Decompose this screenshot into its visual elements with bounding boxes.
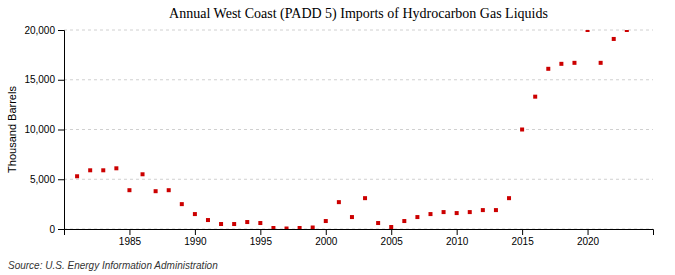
- point: [468, 210, 472, 214]
- tick-label: 0: [49, 224, 55, 235]
- point: [154, 189, 158, 193]
- point: [167, 188, 171, 192]
- x-tick: 1990: [184, 229, 207, 247]
- x-tick: 2020: [577, 229, 600, 247]
- tick-mark: [588, 229, 589, 235]
- point: [415, 215, 419, 219]
- tick-label: 2000: [315, 236, 338, 247]
- point: [402, 219, 406, 223]
- tick-mark: [58, 80, 64, 81]
- y-tick: 10,000: [24, 124, 64, 135]
- point: [193, 212, 197, 216]
- point: [389, 225, 393, 229]
- point: [88, 168, 92, 172]
- point: [625, 30, 629, 32]
- tick-label: 10,000: [24, 124, 55, 135]
- point: [533, 95, 537, 99]
- point: [599, 61, 603, 65]
- tick-label: 1990: [184, 236, 207, 247]
- title: Annual West Coast (PADD 5) Imports of Hy…: [169, 6, 548, 22]
- grid-line: [64, 79, 653, 80]
- tick-label: 1985: [119, 236, 142, 247]
- point: [428, 212, 432, 216]
- plot-area: 1985 1990 1995 2000 2005 2010 2015 2020 0 5,000 10…: [24, 25, 653, 247]
- point: [232, 222, 236, 226]
- point: [298, 226, 302, 229]
- point: [520, 128, 524, 132]
- point: [455, 211, 459, 215]
- tick-mark: [457, 229, 458, 235]
- tick-mark: [58, 30, 64, 31]
- y-axis: 0 5,000 10,000 15,000 20,000: [24, 25, 64, 235]
- tick-mark: [391, 229, 392, 235]
- point: [114, 166, 118, 170]
- point: [311, 226, 315, 229]
- grid: [64, 30, 653, 229]
- grid-line: [64, 30, 653, 31]
- tick-mark: [58, 229, 64, 230]
- y-tick: 0: [49, 224, 64, 235]
- point: [363, 196, 367, 200]
- point: [559, 62, 563, 66]
- chart: 1985 1990 1995 2000 2005 2010 2015 2020 0 5,000 10…: [0, 0, 675, 275]
- y-tick: 20,000: [24, 25, 64, 36]
- tick-label: 2015: [511, 236, 534, 247]
- source: Source: U.S. Energy Information Administ…: [8, 260, 218, 271]
- x-tick: 2015: [511, 229, 534, 247]
- x-axis: 1985 1990 1995 2000 2005 2010 2015 2020: [65, 229, 654, 247]
- point: [612, 37, 616, 41]
- x-tick: 1995: [250, 229, 273, 247]
- x-tick: 2005: [381, 229, 404, 247]
- tick-mark: [195, 229, 196, 235]
- tick-mark: [58, 179, 64, 180]
- point: [376, 221, 380, 225]
- tick-label: 1995: [250, 236, 273, 247]
- point: [141, 172, 145, 176]
- x-tick: 2010: [446, 229, 469, 247]
- y-tick: 5,000: [30, 174, 64, 185]
- tick-mark: [326, 229, 327, 235]
- tick-mark: [522, 229, 523, 235]
- point: [442, 210, 446, 214]
- point: [507, 196, 511, 200]
- point: [206, 218, 210, 222]
- tick-label: 5,000: [30, 174, 55, 185]
- axis-domain: [65, 230, 654, 236]
- point: [324, 219, 328, 223]
- grid-line: [64, 129, 653, 130]
- point: [245, 220, 249, 224]
- tick-label: 2010: [446, 236, 469, 247]
- point: [350, 215, 354, 219]
- point: [481, 208, 485, 212]
- tick-mark: [260, 229, 261, 235]
- x-tick: 1985: [119, 229, 142, 247]
- point: [271, 226, 275, 229]
- point: [101, 168, 105, 172]
- point: [127, 188, 131, 192]
- point: [75, 174, 79, 178]
- tick-label: 2020: [577, 236, 600, 247]
- point: [572, 61, 576, 65]
- axis-domain: [58, 31, 65, 230]
- point: [337, 200, 341, 204]
- y-axis-label: Thousand Barrels: [6, 86, 18, 173]
- point: [586, 30, 590, 32]
- point: [258, 221, 262, 225]
- point: [494, 208, 498, 212]
- point: [180, 202, 184, 206]
- tick-label: 15,000: [24, 74, 55, 85]
- y-tick: 15,000: [24, 74, 64, 85]
- tick-mark: [58, 130, 64, 131]
- tick-label: 20,000: [24, 25, 55, 36]
- point: [285, 227, 289, 229]
- point: [219, 222, 223, 226]
- x-tick: 2000: [315, 229, 338, 247]
- grid-line: [64, 179, 653, 180]
- tick-label: 2005: [381, 236, 404, 247]
- tick-mark: [129, 229, 130, 235]
- point: [546, 67, 550, 71]
- points: [75, 30, 629, 229]
